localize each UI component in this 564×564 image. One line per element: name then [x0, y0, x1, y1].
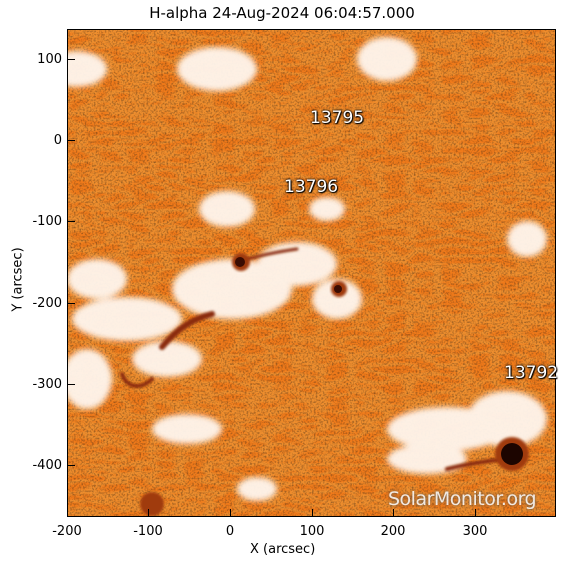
x-tick: [312, 509, 313, 517]
x-tick-label: 100: [299, 524, 325, 539]
y-tick-label: -400: [32, 458, 62, 473]
x-tick-label: 0: [225, 524, 235, 539]
active-region-label: 13795: [310, 108, 365, 128]
x-tick-label: 200: [380, 524, 406, 539]
x-tick: [148, 509, 149, 517]
x-tick-label: -100: [133, 524, 163, 539]
y-tick-label: 0: [53, 133, 62, 148]
y-tick-label: -300: [32, 377, 62, 392]
x-tick-label: -200: [52, 524, 82, 539]
image-title: H-alpha 24-Aug-2024 06:04:57.000: [149, 4, 415, 22]
watermark: SolarMonitor.org: [388, 488, 537, 510]
y-tick: [67, 384, 75, 385]
sunspots: [140, 253, 529, 516]
active-region-label: 13796: [284, 177, 339, 197]
x-axis-label: X (arcsec): [250, 542, 316, 557]
y-tick: [67, 140, 75, 141]
y-tick-label: 100: [37, 52, 62, 67]
x-tick: [393, 509, 394, 517]
solar-image: [67, 29, 556, 517]
x-tick: [475, 509, 476, 517]
y-tick: [67, 465, 75, 466]
y-axis-label: Y (arcsec): [10, 247, 26, 312]
y-tick-label: -200: [32, 296, 62, 311]
x-tick-label: 300: [462, 524, 488, 539]
plage-regions: [67, 37, 547, 501]
y-tick: [67, 221, 75, 222]
active-region-label: 13792: [504, 363, 559, 383]
y-tick: [67, 303, 75, 304]
y-tick: [67, 59, 75, 60]
y-tick-label: -100: [32, 214, 62, 229]
x-tick: [230, 509, 231, 517]
